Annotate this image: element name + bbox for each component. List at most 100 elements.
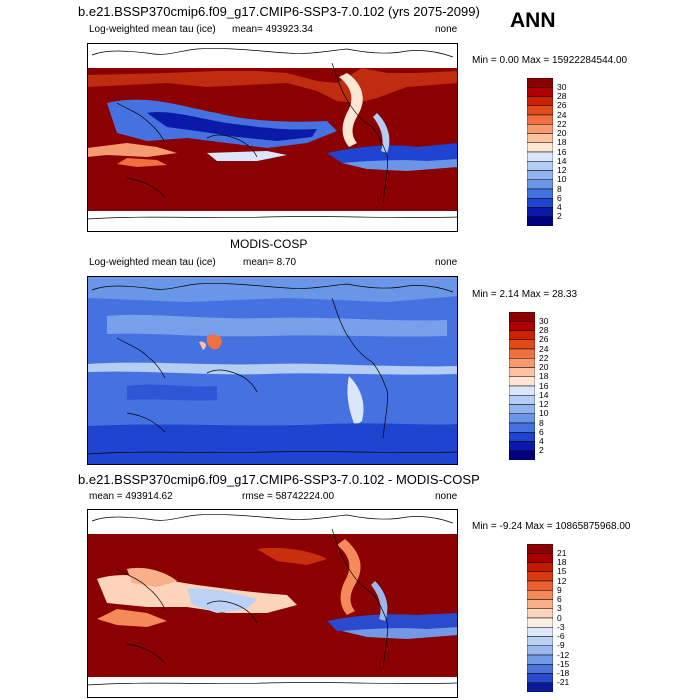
colorbar-tick-label: 12 [557, 165, 567, 175]
colorbar-tick-label: 30 [557, 81, 567, 92]
colorbar-tick-label: 24 [557, 109, 567, 120]
colorbar-tick-label: 6 [557, 594, 562, 604]
colorbar-swatch [527, 673, 553, 683]
colorbar-swatch [527, 161, 553, 171]
colorbar-swatch [509, 395, 535, 405]
colorbar-swatch [527, 198, 553, 208]
colorbar-swatch [527, 96, 553, 106]
panel2-minmax-label: Min = 2.14 Max = 28.33 [472, 289, 578, 300]
colorbar-tick-label: 10 [557, 174, 567, 185]
panel1-units-label: none [435, 24, 458, 35]
colorbar-tick-label: 28 [557, 91, 567, 101]
colorbar-tick-label: 4 [539, 436, 544, 446]
colorbar-swatch [509, 348, 535, 359]
colorbar-tick-label: 4 [557, 202, 562, 212]
panel3-rmse-label: rmse = 58742224.00 [242, 491, 335, 502]
colorbar-swatch [527, 170, 553, 180]
colorbar-swatch [527, 654, 553, 665]
colorbar-swatch [527, 571, 553, 582]
colorbar-swatch [527, 216, 553, 226]
panel2-colorbar-labels: 30 28 26 24 22 20 18 16 14 12 10 8 6 4 2 [537, 312, 577, 460]
colorbar-swatch [527, 133, 553, 143]
colorbar-tick-label: 24 [539, 343, 549, 354]
panel1-colorbar-labels: 30 28 26 24 22 20 18 16 14 12 10 8 6 4 2 [555, 78, 595, 226]
colorbar-swatch [527, 87, 553, 97]
panel1-colorbar [527, 78, 553, 226]
colorbar-tick-label: 0 [557, 612, 562, 623]
case-title: b.e21.BSSP370cmip6.f09_g17.CMIP6-SSP3-7.… [78, 4, 480, 19]
colorbar-swatch [527, 599, 553, 609]
colorbar-swatch [509, 321, 535, 331]
panel1-mean-label: mean= 493923.34 [232, 24, 313, 35]
colorbar-swatch [509, 404, 535, 414]
panel3-map [87, 509, 458, 698]
colorbar-swatch [509, 422, 535, 433]
colorbar-swatch [527, 645, 553, 656]
panel3-units-label: none [435, 491, 458, 502]
colorbar-swatch [527, 142, 553, 153]
colorbar-tick-label: 18 [557, 137, 567, 148]
panel2-title: MODIS-COSP [230, 237, 308, 251]
colorbar-tick-label: 28 [539, 325, 549, 335]
colorbar-tick-label: 22 [539, 352, 549, 363]
colorbar-tick-label: 18 [557, 557, 567, 567]
colorbar-tick-label: 26 [557, 100, 567, 111]
colorbar-swatch [509, 432, 535, 442]
colorbar-swatch [527, 627, 553, 637]
colorbar-swatch [509, 367, 535, 377]
colorbar-tick-label: 22 [557, 118, 567, 129]
colorbar-tick-label: 15 [557, 566, 567, 577]
colorbar-tick-label: 16 [557, 146, 567, 157]
panel1-map [87, 43, 458, 232]
colorbar-swatch [509, 385, 535, 396]
panel3-mean-label: mean = 493914.62 [89, 491, 173, 502]
colorbar-swatch [527, 114, 553, 125]
colorbar-tick-label: 8 [557, 183, 562, 194]
colorbar-swatch [527, 151, 553, 162]
colorbar-tick-label: -3 [557, 621, 565, 632]
colorbar-swatch [527, 580, 553, 591]
colorbar-swatch [527, 207, 553, 217]
colorbar-swatch [509, 330, 535, 340]
colorbar-tick-label: 2 [539, 445, 544, 456]
panel2-colorbar [509, 312, 535, 460]
panel3-colorbar-labels: 21 18 15 12 9 6 3 0 -3 -6 -9 -12 -15 -18 -21 [555, 544, 595, 692]
colorbar-swatch [509, 413, 535, 424]
colorbar-swatch [527, 553, 553, 563]
colorbar-tick-label: 2 [557, 211, 562, 222]
colorbar-tick-label: 12 [557, 575, 567, 586]
colorbar-swatch [527, 608, 553, 619]
colorbar-tick-label: 21 [557, 547, 567, 558]
colorbar-tick-label: 10 [539, 408, 549, 419]
panel2-units-label: none [435, 257, 458, 268]
colorbar-swatch [527, 188, 553, 199]
colorbar-tick-label: -21 [557, 677, 570, 688]
colorbar-swatch [527, 105, 553, 116]
panel1-minmax-label: Min = 0.00 Max = 15922284544.00 [472, 55, 628, 66]
panel2-variable-label: Log-weighted mean tau (ice) [89, 257, 216, 268]
colorbar-tick-label: -6 [557, 631, 565, 641]
panel2-map [87, 276, 458, 465]
colorbar-swatch [527, 617, 553, 628]
panel3-colorbar [527, 544, 553, 692]
colorbar-swatch [527, 664, 553, 674]
colorbar-tick-label: 20 [539, 362, 549, 372]
colorbar-tick-label: 26 [539, 334, 549, 345]
colorbar-swatch [509, 376, 535, 387]
colorbar-tick-label: 9 [557, 584, 562, 595]
colorbar-swatch [527, 179, 553, 190]
colorbar-swatch [527, 562, 553, 572]
colorbar-swatch [509, 339, 535, 350]
colorbar-tick-label: 16 [539, 380, 549, 391]
colorbar-tick-label: 12 [539, 399, 549, 409]
colorbar-tick-label: 14 [539, 389, 549, 400]
colorbar-tick-label: -18 [557, 668, 570, 678]
colorbar-swatch [527, 78, 553, 88]
colorbar-swatch [509, 441, 535, 451]
colorbar-swatch [509, 312, 535, 322]
colorbar-tick-label: 3 [557, 603, 562, 614]
colorbar-tick-label: 14 [557, 155, 567, 166]
colorbar-tick-label: 20 [557, 128, 567, 138]
colorbar-swatch [527, 590, 553, 600]
panel3-minmax-label: Min = -9.24 Max = 10865875968.00 [472, 521, 631, 532]
